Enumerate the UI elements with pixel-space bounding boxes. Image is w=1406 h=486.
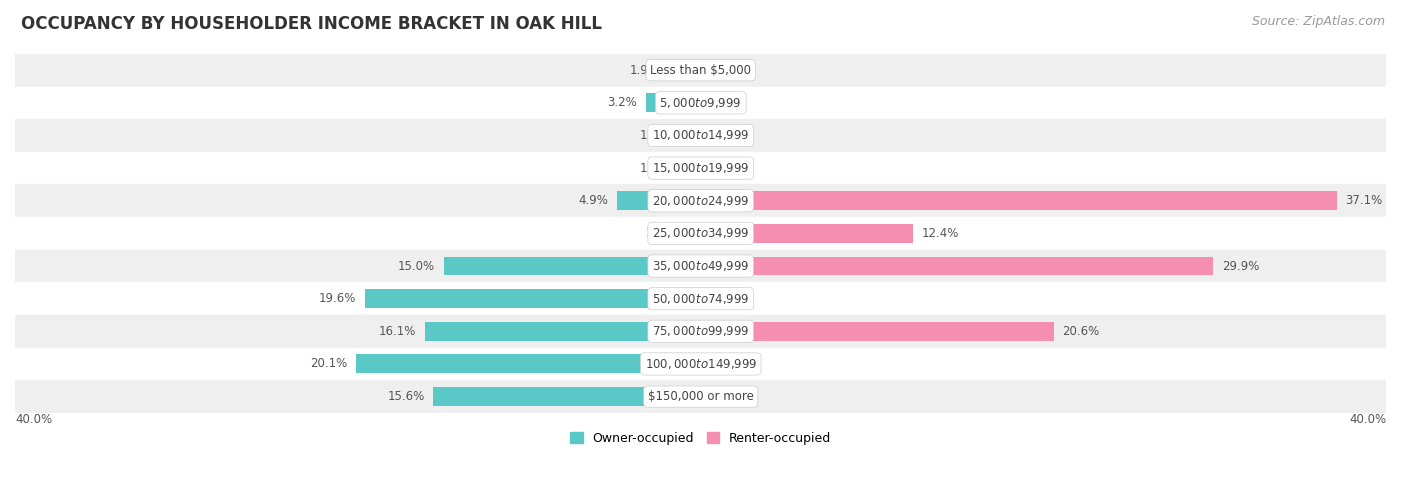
Text: $35,000 to $49,999: $35,000 to $49,999	[652, 259, 749, 273]
Text: 20.1%: 20.1%	[311, 357, 347, 370]
Text: $150,000 or more: $150,000 or more	[648, 390, 754, 403]
Bar	[15, 152, 1386, 184]
Bar	[356, 354, 700, 373]
Text: 0.0%: 0.0%	[709, 162, 740, 174]
Bar	[15, 282, 1386, 315]
Bar	[15, 184, 1386, 217]
Text: 0.0%: 0.0%	[709, 357, 740, 370]
Text: 40.0%: 40.0%	[1350, 413, 1386, 426]
Text: 4.9%: 4.9%	[578, 194, 609, 207]
Text: 0.0%: 0.0%	[709, 292, 740, 305]
Bar	[683, 224, 700, 243]
Bar	[433, 387, 700, 406]
Text: 1.3%: 1.3%	[640, 129, 669, 142]
Text: $10,000 to $14,999: $10,000 to $14,999	[652, 128, 749, 142]
Bar	[15, 250, 1386, 282]
Legend: Owner-occupied, Renter-occupied: Owner-occupied, Renter-occupied	[565, 427, 837, 450]
Bar	[679, 158, 700, 177]
Bar	[443, 257, 700, 276]
Text: 1.0%: 1.0%	[645, 227, 675, 240]
Text: $15,000 to $19,999: $15,000 to $19,999	[652, 161, 749, 175]
Bar	[15, 54, 1386, 87]
Text: 29.9%: 29.9%	[1222, 260, 1260, 273]
Bar	[700, 257, 1213, 276]
Text: 1.3%: 1.3%	[640, 162, 669, 174]
Bar	[700, 322, 1054, 341]
Text: $20,000 to $24,999: $20,000 to $24,999	[652, 194, 749, 208]
Text: 0.0%: 0.0%	[709, 96, 740, 109]
Bar	[15, 380, 1386, 413]
Text: Source: ZipAtlas.com: Source: ZipAtlas.com	[1251, 15, 1385, 28]
Bar	[15, 347, 1386, 380]
Text: $50,000 to $74,999: $50,000 to $74,999	[652, 292, 749, 306]
Text: $25,000 to $34,999: $25,000 to $34,999	[652, 226, 749, 241]
Text: OCCUPANCY BY HOUSEHOLDER INCOME BRACKET IN OAK HILL: OCCUPANCY BY HOUSEHOLDER INCOME BRACKET …	[21, 15, 602, 33]
Text: 1.9%: 1.9%	[630, 64, 659, 77]
Bar	[15, 87, 1386, 119]
Text: $75,000 to $99,999: $75,000 to $99,999	[652, 324, 749, 338]
Text: $5,000 to $9,999: $5,000 to $9,999	[659, 96, 742, 110]
Bar	[679, 126, 700, 145]
Text: 12.4%: 12.4%	[922, 227, 959, 240]
Bar	[700, 191, 1337, 210]
Text: 37.1%: 37.1%	[1346, 194, 1382, 207]
Bar	[645, 93, 700, 112]
Bar	[15, 119, 1386, 152]
Bar	[668, 61, 700, 80]
Text: 0.0%: 0.0%	[709, 129, 740, 142]
Bar	[425, 322, 700, 341]
Text: 19.6%: 19.6%	[319, 292, 356, 305]
Bar	[15, 217, 1386, 250]
Text: 3.2%: 3.2%	[607, 96, 637, 109]
Text: $100,000 to $149,999: $100,000 to $149,999	[644, 357, 756, 371]
Text: 0.0%: 0.0%	[709, 390, 740, 403]
Text: 0.0%: 0.0%	[709, 64, 740, 77]
Text: Less than $5,000: Less than $5,000	[650, 64, 751, 77]
Bar	[617, 191, 700, 210]
Bar	[15, 315, 1386, 347]
Text: 40.0%: 40.0%	[15, 413, 52, 426]
Bar	[364, 289, 700, 308]
Text: 16.1%: 16.1%	[378, 325, 416, 338]
Text: 15.0%: 15.0%	[398, 260, 434, 273]
Text: 15.6%: 15.6%	[388, 390, 425, 403]
Text: 20.6%: 20.6%	[1063, 325, 1099, 338]
Bar	[700, 224, 914, 243]
